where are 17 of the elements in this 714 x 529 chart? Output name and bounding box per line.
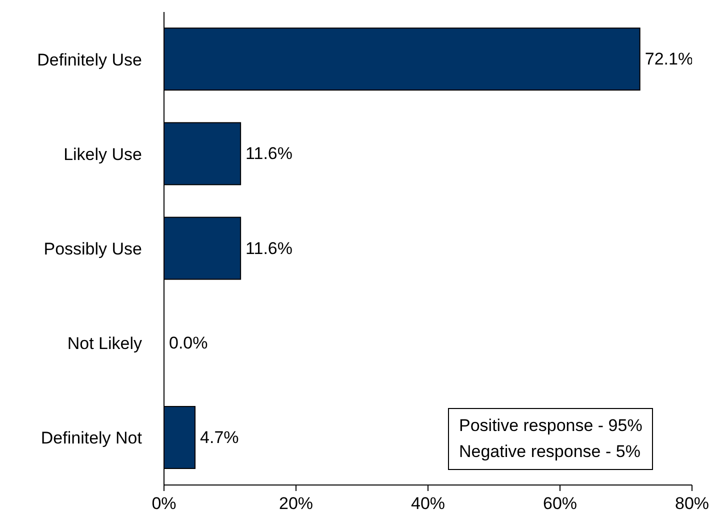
data-label: 11.6%	[246, 144, 293, 164]
x-tick-label: 20%	[278, 494, 314, 514]
x-tick-label: 80%	[674, 494, 710, 514]
x-tick-label: 60%	[542, 494, 578, 514]
data-label: 0.0%	[169, 333, 208, 352]
y-tick-label: Definitely Not	[40, 428, 142, 448]
y-tick-label: Possibly Use	[44, 240, 142, 259]
data-label: 11.6%	[246, 238, 293, 258]
data-label: 4.7%	[200, 428, 239, 447]
y-tick-label: Not Likely	[67, 334, 142, 354]
annotation: Negative response - 5%	[459, 441, 642, 463]
y-tick-label: Likely Use	[64, 144, 142, 164]
annotation: Positive response - 95%	[459, 415, 642, 437]
x-tick-label: 0%	[152, 494, 176, 514]
note-box: Positive response - 95% Negative response - 5%	[448, 408, 654, 470]
x-tick-label: 40%	[410, 494, 446, 514]
y-tick-label: Definitely Use	[37, 50, 142, 70]
